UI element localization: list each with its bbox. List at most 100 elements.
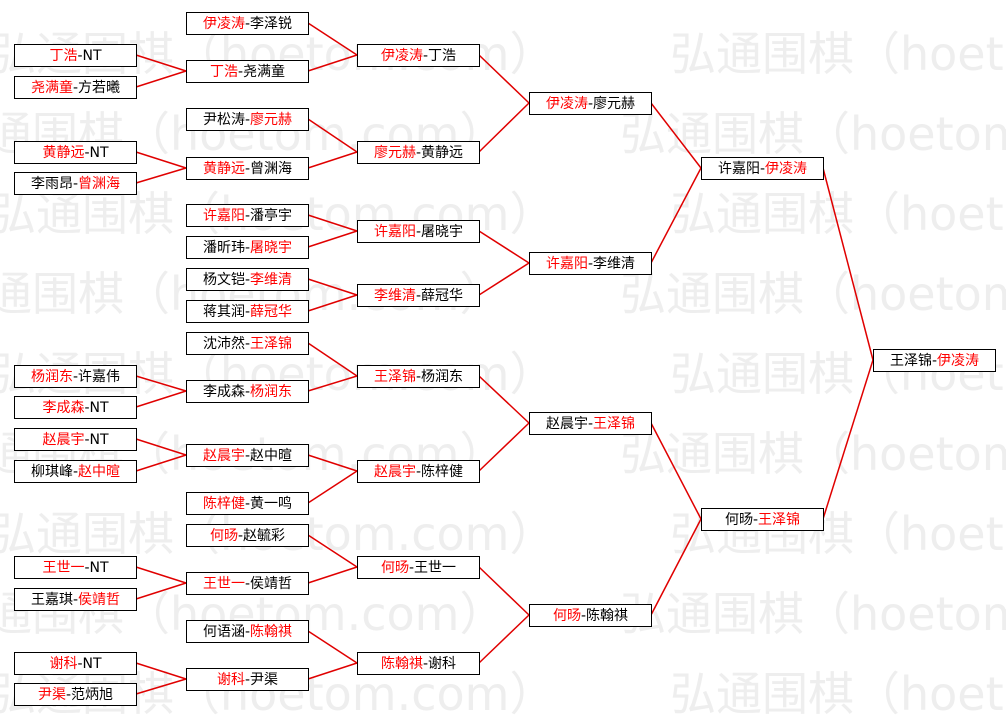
match: 李成森-杨润东 [186,380,309,403]
watermark: 弘通围棋（hoetom.com） [620,587,1006,641]
match: 许嘉阳-潘亭宇 [186,204,309,227]
match: 杨润东-许嘉伟 [14,365,137,388]
player-name: 许嘉伟 [78,369,120,385]
match-label: 尹松涛-廖元赫 [203,111,292,128]
match-box [186,492,309,515]
separator: - [66,687,71,703]
separator: - [416,288,421,304]
match: 许嘉阳-李维清 [529,252,652,275]
match-box [357,556,480,579]
player-name: 许嘉阳 [203,208,245,224]
player-name: 何旸 [553,608,581,624]
connector [135,566,187,584]
match-box [186,108,309,131]
player-name: 伊凌涛 [546,96,588,112]
match-label: 尧满童-方若曦 [31,79,120,96]
match-label: 杨润东-许嘉伟 [31,369,120,385]
match-box [186,620,309,643]
player-name: 李泽锐 [250,16,292,32]
match: 潘昕玮-屠晓宇 [186,236,309,259]
match-label: 伊凌涛-丁浩 [381,48,456,64]
player-name: 杨润东 [250,384,292,400]
match-label: 陈翰祺-谢科 [381,655,456,672]
match-label: 杨文铠-李维清 [203,272,292,288]
player-name: 李维清 [374,288,416,304]
player-name: 李雨昂 [31,176,73,192]
player-name: 蒋其润 [203,304,245,320]
match-box [186,668,309,691]
match-label: 何旸-陈翰祺 [553,607,628,624]
connector [135,151,187,169]
separator: - [238,528,243,544]
player-name: 赵晨宇 [203,448,245,464]
match-box [529,604,652,627]
match: 赵晨宇-陈梓健 [357,460,480,483]
player-name: 李维清 [593,256,635,272]
player-name: 廖元赫 [250,111,292,128]
separator: - [581,608,586,624]
connector [650,518,702,616]
connector [307,470,358,504]
match-layer: 丁浩-NT尧满童-方若曦黄静远-NT李雨昂-曾渊海杨润东-许嘉伟李成森-NT赵晨… [14,12,996,706]
player-name: 赵晨宇 [42,432,84,448]
player-name: NT [83,48,102,64]
match: 何旸-王泽锦 [701,508,824,531]
match: 赵晨宇-赵中暄 [186,444,309,467]
player-name: 薛冠华 [421,288,463,304]
match: 尧满童-方若曦 [14,76,137,99]
match: 蒋其润-薛冠华 [186,300,309,323]
match-label: 王泽锦-伊凌涛 [890,352,979,369]
match-label: 李维清-薛冠华 [374,288,463,304]
player-name: 王嘉琪 [31,592,73,608]
player-name: 赵中暄 [78,464,120,480]
connector [650,102,702,169]
match-label: 王泽锦-杨润东 [374,368,463,385]
player-name: 李维清 [250,272,292,288]
match-box [357,141,480,164]
player-name: 谢科 [49,656,77,672]
match-box [357,365,480,388]
player-name: 潘亭宇 [250,207,292,224]
match-box [14,141,137,164]
player-name: 陈梓健 [421,463,463,480]
match: 谢科-NT [14,652,137,675]
match-box [14,588,137,611]
separator: - [238,64,243,80]
connector [135,662,187,680]
match: 沈沛然-王泽锦 [186,332,309,355]
match: 陈翰祺-谢科 [357,652,480,675]
connector [307,454,358,472]
player-name: 陈翰祺 [250,623,292,640]
player-name: 侯靖哲 [78,592,120,608]
match: 丁浩-尧满童 [186,60,309,83]
match: 柳琪峰-赵中暄 [14,460,137,483]
match-box [186,380,309,403]
match-box [14,652,137,675]
player-name: 潘昕玮 [203,240,245,256]
player-name: 王泽锦 [374,368,416,385]
connector [307,54,358,72]
player-name: 赵晨宇 [374,464,416,480]
match: 伊凌涛-李泽锐 [186,12,309,35]
separator: - [245,161,250,177]
separator: - [409,560,414,576]
separator: - [245,448,250,464]
match-label: 何旸-王泽锦 [725,511,800,528]
player-name: 沈沛然 [203,335,245,352]
player-name: 赵中暄 [250,448,292,464]
match-label: 黄静远-曾渊海 [203,160,292,177]
connector [307,566,358,584]
player-name: 杨文铠 [203,272,245,288]
match: 赵晨宇-NT [14,428,137,451]
match: 李雨昂-曾渊海 [14,172,137,195]
separator: - [77,656,82,672]
match-label: 何语涵-陈翰祺 [203,623,292,640]
match-label: 尹渠-范炳旭 [38,686,113,703]
separator: - [416,464,421,480]
match: 伊凌涛-廖元赫 [529,92,652,115]
player-name: 王泽锦 [758,511,800,528]
player-name: 丁浩 [428,48,456,64]
match-box [529,252,652,275]
separator: - [588,416,593,432]
